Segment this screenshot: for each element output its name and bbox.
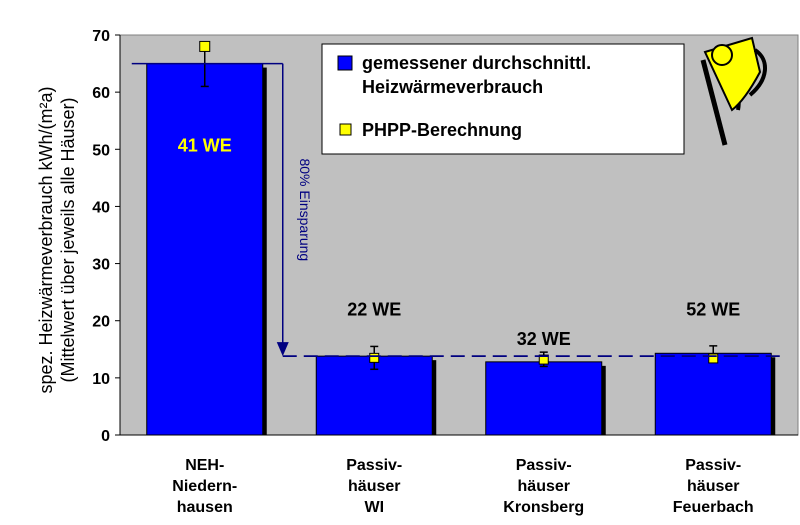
y-tick-label-7: 70: [92, 28, 110, 45]
category-label-0-line-2: hausen: [177, 499, 233, 516]
bar-label-2: 32 WE: [517, 329, 571, 349]
legend-swatch-phpp: [339, 123, 352, 136]
category-label-2-line-2: Kronsberg: [503, 499, 584, 516]
bar-3: [654, 352, 772, 436]
y-tick-label-2: 20: [92, 314, 110, 331]
passive-house-logo-icon: [700, 36, 767, 146]
category-label-2-line-1: häuser: [518, 478, 570, 495]
y-tick-label-6: 60: [92, 85, 110, 102]
bar-0: [146, 63, 264, 436]
phpp-marker-3: [708, 353, 719, 364]
y-axis-title-line-1: spez. Heizwärmeverbrauch kWh/(m²a): [36, 86, 56, 393]
legend-box: [321, 43, 685, 155]
category-label-3-line-2: Feuerbach: [673, 499, 754, 516]
y-tick-label-3: 30: [92, 257, 110, 274]
bar-label-1: 22 WE: [347, 299, 401, 319]
savings-arrow-head: [276, 342, 289, 357]
category-label-3-line-0: Passiv-: [685, 457, 741, 474]
category-label-1-line-2: WI: [364, 499, 384, 516]
bar-label-3: 52 WE: [686, 299, 740, 319]
category-label-1-line-0: Passiv-: [346, 457, 402, 474]
y-tick-label-0: 0: [101, 428, 110, 445]
category-labels: NEH- Niedern-hausen Passiv-häuser WI Passiv-…: [172, 457, 753, 516]
category-label-2-line-0: Passiv-: [516, 457, 572, 474]
y-axis-title-line-2: (Mittelwert über jeweils alle Häuser): [58, 97, 78, 382]
legend-phpp-label: PHPP-Berechnung: [362, 120, 522, 140]
legend: gemessener durchschnittl. Heizwärmeverbr…: [321, 43, 685, 155]
category-label-1-line-1: häuser: [348, 478, 400, 495]
category-label-3-line-1: häuser: [687, 478, 739, 495]
phpp-marker-1: [369, 352, 380, 363]
category-label-0-line-0: NEH-: [185, 457, 224, 474]
bar-label-0: 41 WE: [178, 135, 232, 155]
y-tick-label-4: 40: [92, 199, 110, 216]
phpp-marker-0: [199, 40, 211, 52]
y-tick-label-5: 50: [92, 142, 110, 159]
bar-2: [485, 361, 603, 436]
legend-measured-line-1: gemessener durchschnittl.: [362, 53, 591, 73]
category-label-0-line-1: Niedern-: [172, 478, 237, 495]
savings-annotation: 80% Einsparung: [131, 62, 784, 358]
legend-measured-line-2: Heizwärmeverbrauch: [362, 77, 543, 97]
phpp-marker-2: [538, 354, 549, 365]
bars: 41 WE 22 WE 32 WE 52 WE: [146, 40, 776, 436]
y-tick-label-1: 10: [92, 371, 110, 388]
savings-annotation-label: 80% Einsparung: [297, 158, 313, 261]
legend-swatch-measured: [337, 55, 353, 71]
